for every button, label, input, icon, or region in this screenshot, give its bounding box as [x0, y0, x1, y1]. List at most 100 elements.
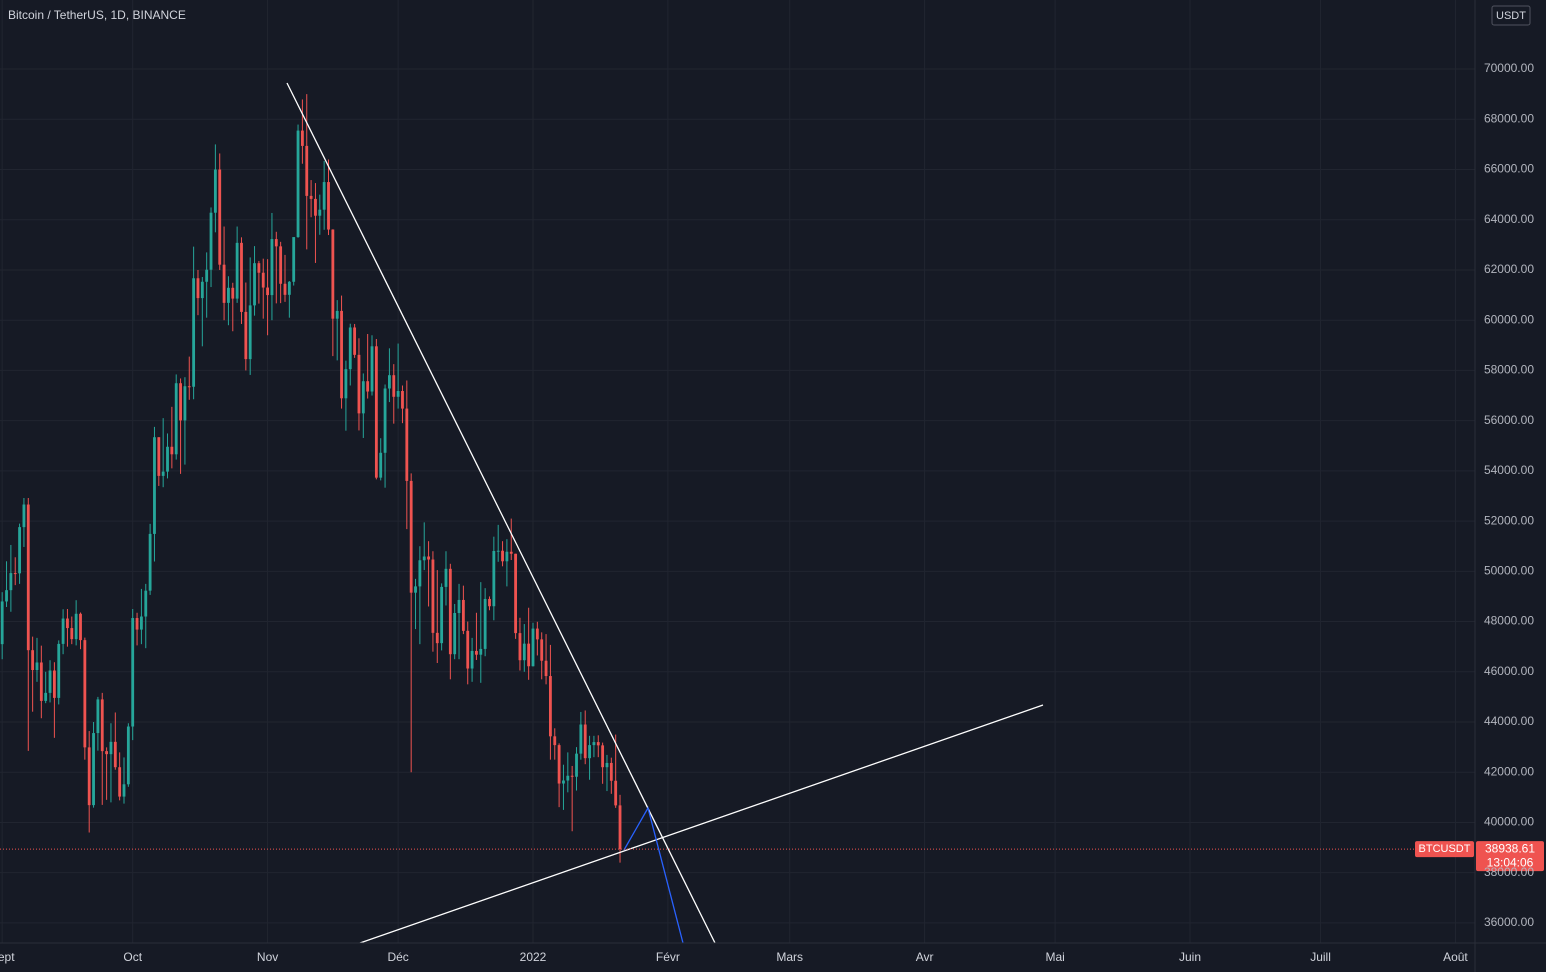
symbol-tag-bg	[1415, 841, 1474, 858]
candle-body	[531, 628, 535, 667]
candle-body	[575, 753, 578, 777]
candle-body	[26, 504, 30, 651]
candle-body	[501, 550, 504, 562]
candle-body	[200, 281, 204, 299]
x-tick-label: 2022	[520, 950, 547, 964]
candle-body	[13, 573, 17, 575]
candle-body	[483, 598, 487, 649]
candle-body	[614, 780, 618, 806]
candle-body	[113, 741, 117, 768]
y-tick-label: 68000.00	[1484, 111, 1534, 125]
y-tick-label: 66000.00	[1484, 162, 1534, 176]
y-tick-label: 64000.00	[1484, 212, 1534, 226]
candle-body	[296, 130, 300, 238]
candle-body	[475, 650, 478, 655]
axes: 36000.00 38000.00 40000.00 42000.00 44000.00…	[0, 61, 1534, 964]
candle-body	[83, 640, 87, 748]
candle-body	[331, 229, 335, 319]
candle-body	[548, 676, 552, 737]
candle-body	[583, 724, 587, 759]
candle-body	[18, 527, 21, 574]
candle-body	[148, 533, 152, 591]
candle-body	[179, 383, 182, 421]
candle-body	[570, 775, 574, 777]
candle-body	[492, 550, 496, 607]
candle-body	[240, 242, 243, 312]
candle-body	[466, 630, 470, 669]
y-tick-label: 42000.00	[1484, 764, 1534, 778]
candle-body	[235, 242, 239, 299]
candle-body	[209, 212, 213, 270]
x-tick-label: Juin	[1179, 950, 1201, 964]
x-tick-label: Août	[1443, 950, 1468, 964]
symbol-tag: BTCUSDT	[1419, 843, 1471, 855]
candle-body	[44, 692, 48, 701]
candle-body	[470, 650, 474, 669]
candle-body	[609, 762, 613, 781]
candle-body	[440, 586, 444, 644]
candle-body	[118, 767, 122, 797]
candle-body	[292, 237, 296, 282]
drawings	[286, 82, 1044, 943]
candle-body	[431, 559, 435, 633]
candle-body	[66, 618, 69, 629]
price-tag-bg	[1476, 841, 1544, 872]
candle-body	[488, 598, 491, 607]
y-tick-label: 54000.00	[1484, 463, 1534, 477]
candle-body	[279, 246, 283, 284]
candle-body	[39, 662, 43, 701]
y-tick-label: 48000.00	[1484, 614, 1534, 628]
candle-body	[283, 283, 287, 295]
y-tick-label: 38000.00	[1484, 865, 1534, 879]
y-tick-label: 36000.00	[1484, 915, 1534, 929]
candle-body	[61, 618, 65, 644]
candle-body	[5, 590, 8, 602]
candle-body	[588, 745, 591, 759]
candle-body	[274, 239, 278, 247]
candle-body	[122, 784, 126, 797]
candle-body	[344, 369, 348, 399]
candle-body	[139, 616, 143, 630]
candle-body	[361, 381, 365, 414]
candle-body	[544, 660, 548, 677]
y-tick-label: 60000.00	[1484, 312, 1534, 326]
candle-body	[0, 601, 4, 645]
candle-body	[31, 650, 35, 671]
candle-body	[566, 775, 570, 781]
x-tick-label: Oct	[123, 950, 142, 964]
candle-body	[505, 551, 509, 562]
candle-body	[157, 437, 161, 476]
candle-body	[57, 643, 61, 698]
trend-line[interactable]	[359, 704, 1044, 943]
countdown: 13:04:06	[1487, 855, 1534, 869]
candle-body	[605, 762, 609, 768]
candle-body	[422, 556, 426, 561]
arrow-path[interactable]	[623, 806, 684, 943]
candle-body	[270, 239, 274, 296]
candle-body	[192, 278, 196, 387]
candle-body	[401, 391, 404, 409]
candle-body	[553, 736, 557, 746]
currency-label[interactable]: USDT	[1496, 10, 1526, 22]
candle-body	[227, 287, 230, 303]
candle-body	[79, 613, 82, 641]
candle-body	[396, 391, 400, 397]
candle-body	[448, 568, 452, 655]
price-tag: 38938.61	[1485, 841, 1535, 855]
candle-body	[383, 388, 387, 453]
candle-body	[562, 780, 565, 784]
candle-body	[392, 375, 396, 397]
currency-box[interactable]	[1491, 5, 1531, 26]
candle-body	[557, 745, 561, 784]
trend-line[interactable]	[286, 82, 716, 943]
candle-body	[248, 305, 252, 360]
candle-body	[366, 381, 370, 392]
candle-body	[109, 741, 113, 755]
candle-body	[427, 556, 430, 560]
candle-body	[388, 375, 391, 389]
candle-body	[314, 198, 317, 216]
candle-body	[126, 726, 130, 785]
candle-body	[48, 670, 52, 693]
